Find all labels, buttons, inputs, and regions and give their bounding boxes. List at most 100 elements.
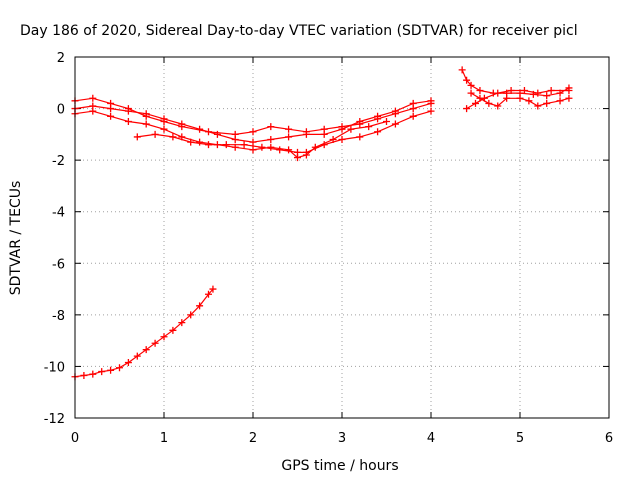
data-point xyxy=(320,130,328,138)
data-point xyxy=(547,87,555,95)
plot-frame xyxy=(74,56,610,419)
data-point xyxy=(142,346,150,354)
data-point xyxy=(98,368,106,376)
x-tick-label: 5 xyxy=(516,431,524,446)
axis-tick-labels: 0 1 2 3 4 5 6 -12 -10 -8 -6 -4 -2 0 2 xyxy=(44,51,613,446)
data-point xyxy=(276,146,284,154)
data-point xyxy=(391,107,399,115)
data-point xyxy=(365,123,373,131)
data-point xyxy=(205,141,212,149)
data-point xyxy=(267,136,275,144)
data-point xyxy=(374,112,382,120)
y-tick-label: -4 xyxy=(52,206,65,221)
y-tick-label: 2 xyxy=(57,51,65,66)
data-point xyxy=(160,115,168,123)
data-point xyxy=(205,290,212,298)
data-point xyxy=(196,138,204,146)
data-point xyxy=(556,97,564,105)
data-point xyxy=(302,151,310,159)
x-tick-label: 1 xyxy=(160,431,168,446)
data-point xyxy=(311,143,319,151)
data-point xyxy=(151,339,159,347)
data-point xyxy=(107,105,115,113)
data-point xyxy=(294,154,301,162)
data-point xyxy=(124,107,132,115)
data-point xyxy=(525,97,533,105)
data-point xyxy=(196,125,204,133)
data-point xyxy=(391,120,399,128)
data-point xyxy=(302,130,310,138)
data-point xyxy=(534,89,542,97)
data-point xyxy=(169,133,177,141)
data-point xyxy=(142,120,150,128)
data-point xyxy=(142,110,150,118)
y-tick-label: -12 xyxy=(44,412,65,427)
data-point xyxy=(409,99,417,107)
data-point xyxy=(463,105,471,113)
data-point xyxy=(89,370,97,378)
data-point xyxy=(89,107,97,115)
data-point xyxy=(285,133,293,141)
data-point xyxy=(124,359,132,367)
series-line xyxy=(137,110,432,153)
data-point xyxy=(463,76,471,84)
data-point xyxy=(213,130,221,138)
data-point xyxy=(178,319,186,327)
data-point xyxy=(458,66,466,74)
data-point xyxy=(258,143,266,151)
series-line xyxy=(461,69,570,97)
x-tick-label: 0 xyxy=(71,431,79,446)
data-point xyxy=(213,141,221,149)
data-point xyxy=(565,87,573,95)
data-point xyxy=(356,117,364,125)
x-tick-label: 6 xyxy=(605,431,613,446)
data-point xyxy=(124,117,132,125)
data-point xyxy=(187,311,195,319)
data-point xyxy=(249,138,257,146)
data-point xyxy=(543,92,551,100)
data-point xyxy=(133,133,141,141)
data-point xyxy=(507,87,515,95)
data-point xyxy=(472,99,479,107)
data-point xyxy=(427,97,435,105)
series-line xyxy=(74,288,214,378)
data-point xyxy=(338,136,346,144)
data-point xyxy=(494,102,502,110)
data-point xyxy=(231,136,239,144)
data-point xyxy=(169,326,177,334)
y-tick-label: -10 xyxy=(44,360,65,375)
data-point xyxy=(151,130,159,138)
x-axis-label: GPS time / hours xyxy=(281,458,398,474)
data-point xyxy=(249,146,257,154)
data-point xyxy=(383,117,390,125)
grid xyxy=(74,56,610,419)
data-point xyxy=(107,366,115,374)
y-tick-label: -6 xyxy=(52,257,65,272)
data-point xyxy=(543,99,551,107)
data-point xyxy=(133,352,141,360)
data-point xyxy=(516,94,524,102)
data-point xyxy=(329,136,337,144)
data-point xyxy=(476,87,484,95)
y-tick-label: -8 xyxy=(52,309,65,324)
data-point xyxy=(240,141,248,149)
x-tick-label: 4 xyxy=(427,431,435,446)
data-point xyxy=(267,123,275,131)
data-point xyxy=(467,81,475,89)
data-point xyxy=(285,146,293,154)
series-track-5 xyxy=(458,66,573,100)
data-point xyxy=(347,125,355,133)
data-point xyxy=(80,371,88,379)
data-point xyxy=(503,94,511,102)
y-tick-label: 0 xyxy=(57,103,65,118)
x-tick-label: 3 xyxy=(338,431,346,446)
data-point xyxy=(160,333,168,341)
y-axis-label: SDTVAR / TECUs xyxy=(8,181,24,296)
data-point xyxy=(485,99,493,107)
data-point xyxy=(565,94,573,102)
data-point xyxy=(520,87,528,95)
data-point xyxy=(534,102,542,110)
data-point xyxy=(374,128,382,136)
data-point xyxy=(338,125,346,133)
